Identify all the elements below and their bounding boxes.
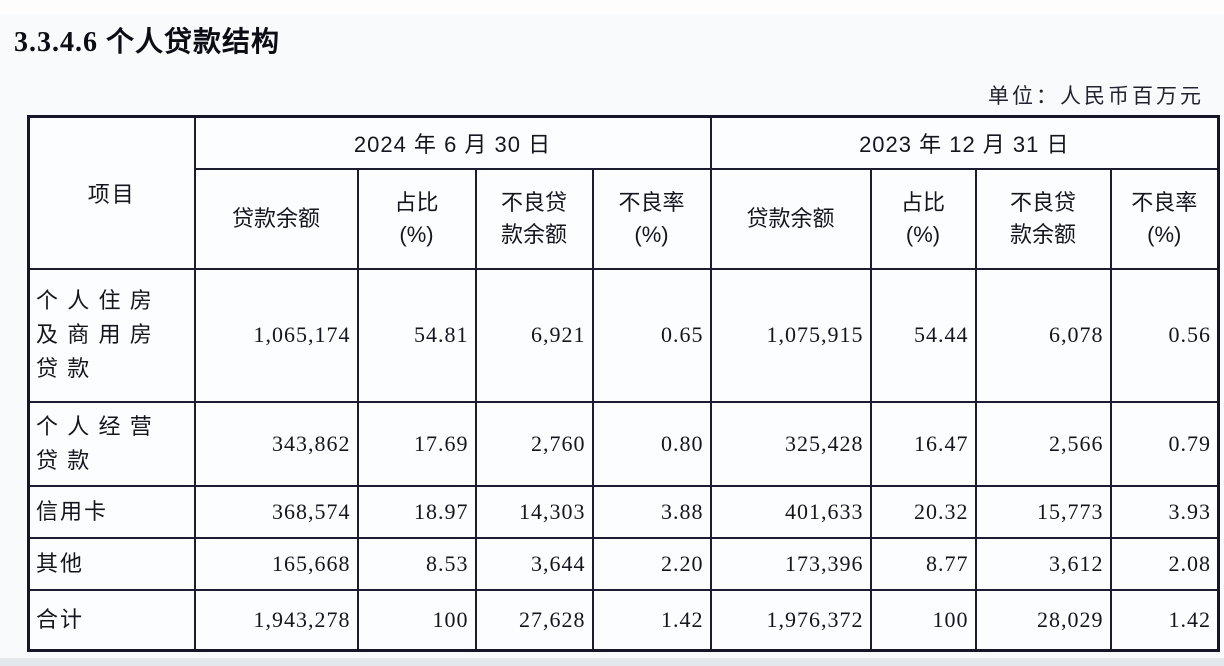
column-header-period-2023: 2023 年 12 月 31 日	[709, 115, 1220, 170]
table-row-others: 其他 165,668 8.53 3,644 2.20 173,396 8.77 …	[27, 537, 1220, 592]
cell-loan-balance-2023: 1,976,372	[709, 589, 872, 652]
cell-npl-ratio-2024: 1.42	[591, 589, 712, 652]
cell-proportion-2024: 17.69	[356, 400, 477, 487]
cell-npl-ratio-2024: 2.20	[591, 537, 712, 592]
table-row-credit-card: 信用卡 368,574 18.97 14,303 3.88 401,633 20…	[27, 484, 1220, 540]
column-header-npl-balance-2023: 不良贷 款余额	[974, 167, 1112, 271]
cell-npl-ratio-2023: 0.56	[1109, 268, 1220, 403]
cell-npl-ratio-2024: 0.65	[591, 268, 712, 403]
cell-loan-balance-2024: 165,668	[193, 537, 359, 592]
cell-proportion-2023: 16.47	[869, 400, 977, 487]
cell-npl-balance-2024: 14,303	[474, 484, 594, 540]
cell-npl-ratio-2023: 2.08	[1109, 537, 1220, 592]
cell-npl-ratio-2024: 3.88	[591, 484, 712, 540]
column-header-period-2024: 2024 年 6 月 30 日	[193, 115, 712, 170]
cell-npl-balance-2023: 6,078	[974, 268, 1112, 403]
row-label: 其他	[27, 537, 196, 592]
cell-loan-balance-2023: 1,075,915	[709, 268, 872, 403]
cell-loan-balance-2024: 1,943,278	[193, 589, 359, 652]
cell-proportion-2023: 54.44	[869, 268, 977, 403]
cell-proportion-2024: 8.53	[356, 537, 477, 592]
cell-proportion-2024: 54.81	[356, 268, 477, 403]
cell-npl-balance-2024: 2,760	[474, 400, 594, 487]
column-header-proportion-2023: 占比 (%)	[869, 167, 977, 271]
cell-npl-balance-2023: 28,029	[974, 589, 1112, 652]
page-bottom-edge	[0, 658, 1224, 666]
row-label: 信用卡	[27, 484, 196, 540]
section-title: 3.3.4.6 个人贷款结构	[14, 27, 281, 58]
cell-npl-balance-2024: 27,628	[474, 589, 594, 652]
cell-npl-balance-2023: 15,773	[974, 484, 1112, 540]
cell-npl-ratio-2024: 0.80	[591, 400, 712, 487]
column-header-npl-balance-2024: 不良贷 款余额	[474, 167, 594, 271]
cell-loan-balance-2023: 401,633	[709, 484, 872, 540]
row-label: 个人经营 贷款	[27, 400, 196, 487]
cell-loan-balance-2023: 325,428	[709, 400, 872, 487]
cell-npl-balance-2024: 3,644	[474, 537, 594, 592]
column-header-loan-balance-2024: 贷款余额	[193, 167, 359, 271]
cell-proportion-2023: 100	[869, 589, 977, 652]
row-label: 个人住房 及商用房 贷款	[27, 268, 196, 403]
cell-proportion-2024: 100	[356, 589, 477, 652]
cell-npl-balance-2024: 6,921	[474, 268, 594, 403]
cell-loan-balance-2024: 368,574	[193, 484, 359, 540]
column-header-npl-ratio-2023: 不良率 (%)	[1109, 167, 1220, 271]
cell-loan-balance-2024: 1,065,174	[193, 268, 359, 403]
column-header-item: 项目	[27, 115, 196, 271]
cell-npl-balance-2023: 2,566	[974, 400, 1112, 487]
header-row-periods: 项目 2024 年 6 月 30 日 2023 年 12 月 31 日	[27, 115, 1220, 271]
table-row-housing-loans: 个人住房 及商用房 贷款 1,065,174 54.81 6,921 0.65 …	[27, 268, 1220, 403]
personal-loan-structure-table: 项目 2024 年 6 月 30 日 2023 年 12 月 31 日 贷款余额…	[27, 115, 1221, 652]
cell-npl-balance-2023: 3,612	[974, 537, 1112, 592]
unit-note: 单位：人民币百万元	[988, 84, 1204, 108]
cell-proportion-2024: 18.97	[356, 484, 477, 540]
column-header-loan-balance-2023: 贷款余额	[709, 167, 872, 271]
cell-loan-balance-2024: 343,862	[193, 400, 359, 487]
cell-npl-ratio-2023: 1.42	[1109, 589, 1220, 652]
column-header-proportion-2024: 占比 (%)	[356, 167, 477, 271]
cell-proportion-2023: 8.77	[869, 537, 977, 592]
cell-npl-ratio-2023: 0.79	[1109, 400, 1220, 487]
column-header-npl-ratio-2024: 不良率 (%)	[591, 167, 712, 271]
header-row-measures: 贷款余额 占比 (%) 不良贷 款余额 不良率 (%) 贷款余额 占比 (%) …	[29, 167, 1220, 271]
table-row-business-loans: 个人经营 贷款 343,862 17.69 2,760 0.80 325,428…	[27, 400, 1220, 487]
cell-proportion-2023: 20.32	[869, 484, 977, 540]
page-top-margin	[0, 0, 1224, 14]
table-row-total: 合计 1,943,278 100 27,628 1.42 1,976,372 1…	[27, 589, 1220, 652]
cell-loan-balance-2023: 173,396	[709, 537, 872, 592]
cell-npl-ratio-2023: 3.93	[1109, 484, 1220, 540]
row-label: 合计	[27, 589, 196, 652]
